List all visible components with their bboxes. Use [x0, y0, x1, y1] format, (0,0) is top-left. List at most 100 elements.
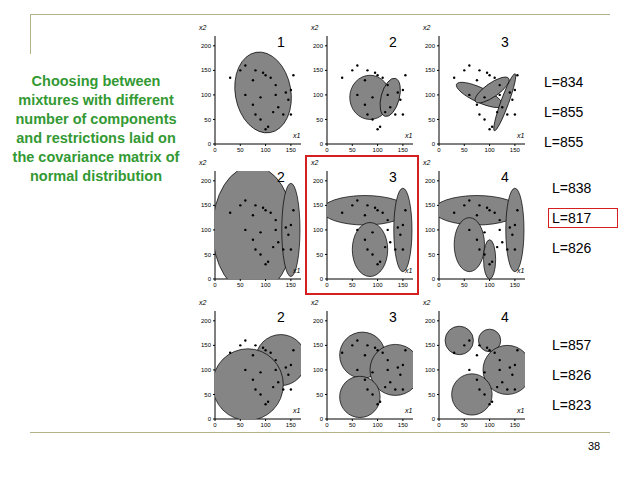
svg-text:0: 0 — [208, 416, 212, 422]
svg-text:0: 0 — [437, 147, 441, 153]
svg-text:150: 150 — [510, 147, 521, 153]
svg-text:50: 50 — [316, 117, 323, 123]
svg-text:200: 200 — [201, 178, 212, 184]
svg-text:0: 0 — [437, 422, 441, 428]
svg-text:50: 50 — [349, 422, 356, 428]
html-text:L=857: L=857 — [552, 337, 592, 353]
html-text:1: 1 — [277, 34, 285, 50]
svg-text:100: 100 — [313, 367, 324, 373]
svg-text:0: 0 — [432, 276, 436, 282]
svg-text:150: 150 — [510, 282, 521, 288]
html-text:2: 2 — [389, 34, 397, 50]
svg-text:150: 150 — [286, 422, 297, 428]
svg-text:50: 50 — [204, 392, 211, 398]
svg-text:200: 200 — [425, 43, 436, 49]
svg-text:100: 100 — [373, 422, 384, 428]
svg-text:50: 50 — [461, 282, 468, 288]
svg-text:50: 50 — [428, 392, 435, 398]
svg-text:0: 0 — [213, 422, 217, 428]
svg-text:150: 150 — [313, 202, 324, 208]
html-text:L=826: L=826 — [552, 240, 592, 256]
svg-text:150: 150 — [313, 67, 324, 73]
svg-text:50: 50 — [316, 252, 323, 258]
svg-text:100: 100 — [201, 227, 212, 233]
svg-text:50: 50 — [237, 282, 244, 288]
html-text:3: 3 — [389, 309, 397, 325]
svg-text:50: 50 — [316, 392, 323, 398]
svg-text:100: 100 — [201, 367, 212, 373]
svg-text:50: 50 — [461, 147, 468, 153]
svg-text:50: 50 — [237, 147, 244, 153]
svg-text:100: 100 — [261, 147, 272, 153]
svg-text:100: 100 — [261, 282, 272, 288]
html-text:3: 3 — [501, 34, 509, 50]
svg-text:0: 0 — [432, 416, 436, 422]
svg-text:200: 200 — [425, 178, 436, 184]
html-text:L=834: L=834 — [544, 74, 584, 90]
svg-text:150: 150 — [286, 147, 297, 153]
svg-text:50: 50 — [237, 422, 244, 428]
svg-text:200: 200 — [313, 178, 324, 184]
svg-text:50: 50 — [349, 147, 356, 153]
svg-text:100: 100 — [373, 147, 384, 153]
svg-text:0: 0 — [320, 141, 324, 147]
svg-text:100: 100 — [425, 227, 436, 233]
svg-text:100: 100 — [261, 422, 272, 428]
svg-text:200: 200 — [313, 318, 324, 324]
svg-text:50: 50 — [428, 252, 435, 258]
svg-text:150: 150 — [201, 342, 212, 348]
svg-text:50: 50 — [204, 117, 211, 123]
svg-text:100: 100 — [485, 422, 496, 428]
svg-text:150: 150 — [510, 422, 521, 428]
svg-text:100: 100 — [425, 92, 436, 98]
svg-text:150: 150 — [425, 67, 436, 73]
svg-text:150: 150 — [286, 282, 297, 288]
svg-text:0: 0 — [213, 282, 217, 288]
svg-text:150: 150 — [313, 342, 324, 348]
html-text:2: 2 — [277, 309, 285, 325]
svg-text:150: 150 — [398, 422, 409, 428]
html-text:L=823: L=823 — [552, 397, 592, 413]
svg-text:100: 100 — [201, 92, 212, 98]
svg-text:0: 0 — [432, 141, 436, 147]
svg-text:0: 0 — [208, 141, 212, 147]
svg-text:0: 0 — [437, 282, 441, 288]
svg-text:200: 200 — [201, 318, 212, 324]
svg-text:200: 200 — [201, 43, 212, 49]
html-text:Choosing between mixtures with: Choosing between mixtures with different… — [12, 73, 180, 184]
html-text:3: 3 — [389, 169, 397, 185]
svg-text:150: 150 — [201, 67, 212, 73]
svg-text:100: 100 — [373, 282, 384, 288]
svg-text:150: 150 — [398, 147, 409, 153]
svg-text:0: 0 — [208, 276, 212, 282]
svg-text:0: 0 — [320, 276, 324, 282]
svg-text:150: 150 — [425, 202, 436, 208]
html-text:L=826: L=826 — [552, 367, 592, 383]
html-text:2: 2 — [277, 169, 285, 185]
svg-text:150: 150 — [398, 282, 409, 288]
svg-text:0: 0 — [213, 147, 217, 153]
html-text:L=855: L=855 — [544, 104, 584, 120]
svg-text:100: 100 — [485, 282, 496, 288]
svg-text:100: 100 — [425, 367, 436, 373]
svg-text:100: 100 — [313, 92, 324, 98]
html-text:L=855: L=855 — [544, 134, 584, 150]
svg-text:200: 200 — [313, 43, 324, 49]
html-text:L=817: L=817 — [552, 210, 592, 226]
svg-text:0: 0 — [325, 422, 329, 428]
svg-text:0: 0 — [325, 282, 329, 288]
svg-text:50: 50 — [428, 117, 435, 123]
svg-text:50: 50 — [349, 282, 356, 288]
svg-text:150: 150 — [201, 202, 212, 208]
svg-text:100: 100 — [485, 147, 496, 153]
svg-text:150: 150 — [425, 342, 436, 348]
svg-text:0: 0 — [325, 147, 329, 153]
svg-text:100: 100 — [313, 227, 324, 233]
svg-text:0: 0 — [320, 416, 324, 422]
html-text:38: 38 — [588, 440, 601, 452]
html-text:L=838: L=838 — [552, 180, 592, 196]
svg-text:200: 200 — [425, 318, 436, 324]
svg-text:50: 50 — [461, 422, 468, 428]
html-text:4: 4 — [501, 169, 509, 185]
svg-text:50: 50 — [204, 252, 211, 258]
